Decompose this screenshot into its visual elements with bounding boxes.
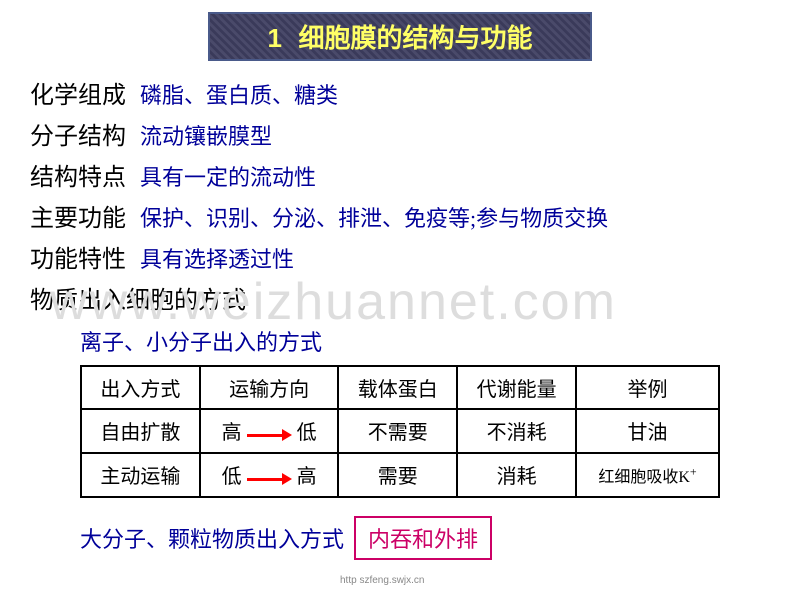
cell-direction: 高 低 — [200, 409, 339, 453]
label: 主要功能 — [30, 198, 140, 233]
cell: 消耗 — [457, 453, 576, 497]
cell-direction: 低 高 — [200, 453, 339, 497]
th: 出入方式 — [81, 366, 200, 409]
bottom-text: 大分子、颗粒物质出入方式 — [80, 522, 344, 554]
to: 高 — [297, 466, 317, 488]
label: 功能特性 — [30, 239, 140, 274]
cell: 甘油 — [576, 409, 719, 453]
to: 低 — [297, 422, 317, 444]
cell: 自由扩散 — [81, 409, 200, 453]
label: 分子结构 — [30, 116, 140, 151]
cell: 不消耗 — [457, 409, 576, 453]
bottom-box: 内吞和外排 — [354, 516, 492, 560]
row-function: 主要功能 保护、识别、分泌、排泄、免疫等;参与物质交换 — [30, 198, 770, 233]
transport-table: 出入方式 运输方向 载体蛋白 代谢能量 举例 自由扩散 高 低 不需要 不消耗 … — [80, 365, 720, 498]
th: 举例 — [576, 366, 719, 409]
arrow-icon — [247, 467, 292, 490]
row-structure: 分子结构 流动镶嵌膜型 — [30, 116, 770, 151]
arrow-icon — [247, 423, 292, 446]
th: 代谢能量 — [457, 366, 576, 409]
cell-example: 红细胞吸收K+ — [576, 453, 719, 497]
row-property: 功能特性 具有选择透过性 — [30, 239, 770, 274]
row-feature: 结构特点 具有一定的流动性 — [30, 157, 770, 192]
title-text: 细胞膜的结构与功能 — [298, 24, 532, 53]
table-header-row: 出入方式 运输方向 载体蛋白 代谢能量 举例 — [81, 366, 719, 409]
value: 具有一定的流动性 — [140, 160, 316, 192]
title-number: 1 — [268, 23, 282, 53]
from: 高 — [222, 422, 242, 444]
watermark: www.weizhuannet.com — [50, 272, 617, 332]
superscript: + — [690, 465, 697, 479]
cell: 主动运输 — [81, 453, 200, 497]
cell: 需要 — [338, 453, 457, 497]
bottom-row: 大分子、颗粒物质出入方式 内吞和外排 — [80, 516, 720, 560]
table-row: 主动运输 低 高 需要 消耗 红细胞吸收K+ — [81, 453, 719, 497]
label: 化学组成 — [30, 75, 140, 110]
value: 保护、识别、分泌、排泄、免疫等;参与物质交换 — [140, 201, 608, 233]
th: 运输方向 — [200, 366, 339, 409]
title-bar: 1 细胞膜的结构与功能 — [208, 12, 592, 61]
example-text: 红细胞吸收K — [598, 469, 690, 486]
from: 低 — [222, 466, 242, 488]
value: 流动镶嵌膜型 — [140, 119, 272, 151]
value: 具有选择透过性 — [140, 242, 294, 274]
value: 磷脂、蛋白质、糖类 — [140, 78, 338, 110]
table-row: 自由扩散 高 低 不需要 不消耗 甘油 — [81, 409, 719, 453]
footer-mark: http szfeng.swjx.cn — [340, 575, 424, 586]
label: 结构特点 — [30, 157, 140, 192]
th: 载体蛋白 — [338, 366, 457, 409]
cell: 不需要 — [338, 409, 457, 453]
row-chemical: 化学组成 磷脂、蛋白质、糖类 — [30, 75, 770, 110]
